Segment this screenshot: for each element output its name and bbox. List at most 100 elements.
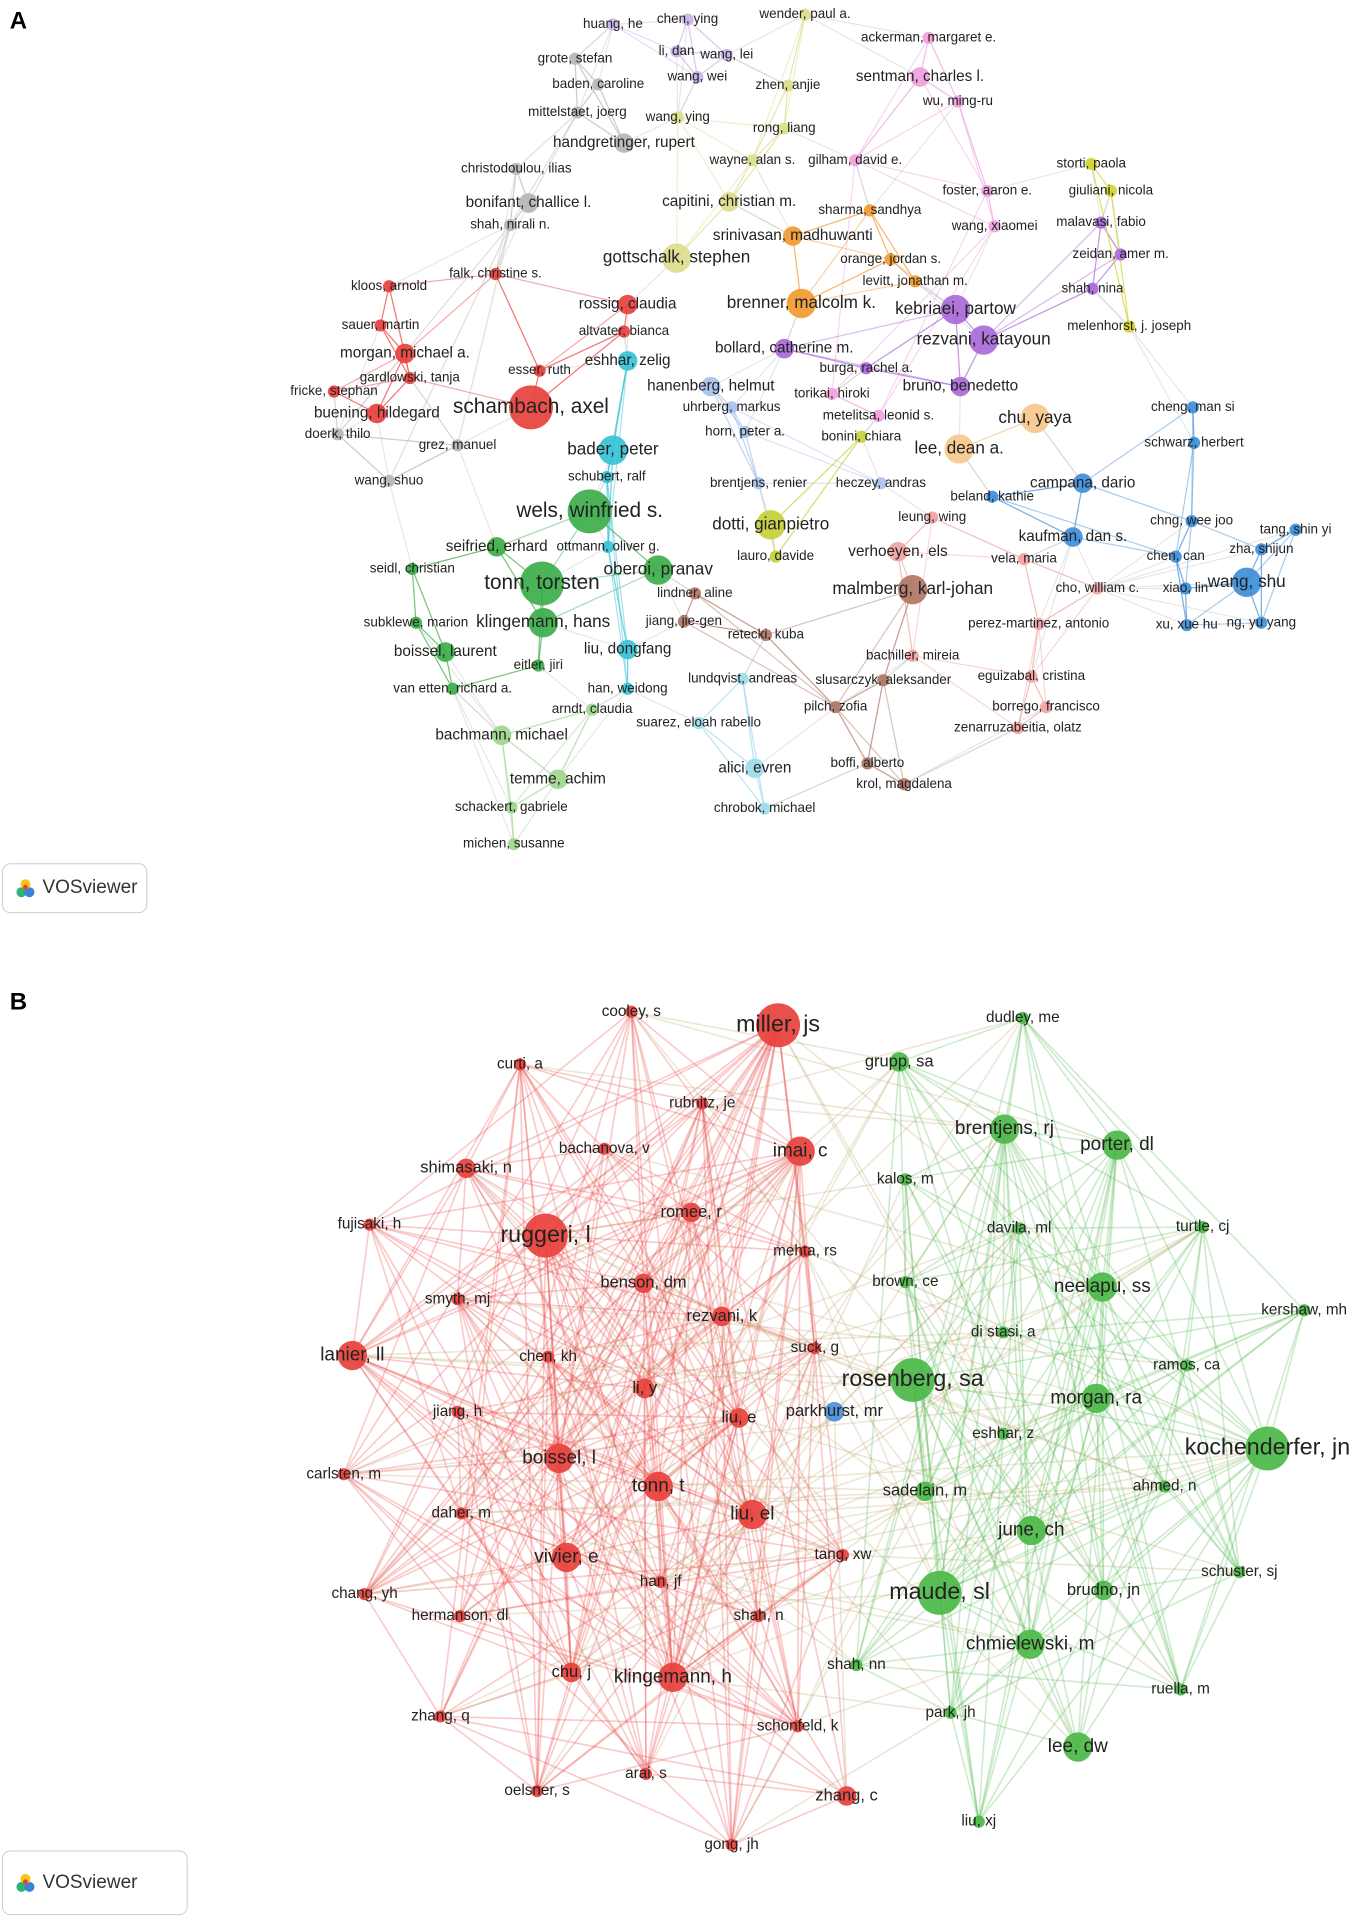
edge xyxy=(1021,1017,1105,1591)
edge xyxy=(904,1179,1182,1690)
edge xyxy=(835,706,868,764)
edge xyxy=(978,1448,1269,1823)
node xyxy=(446,682,459,695)
edge xyxy=(604,1148,1103,1288)
edge xyxy=(1101,1226,1204,1288)
edge xyxy=(566,1513,753,1559)
edge xyxy=(1030,536,1074,677)
edge xyxy=(797,1643,1031,1728)
edge xyxy=(643,1103,704,1389)
edge xyxy=(698,722,766,810)
node xyxy=(746,154,759,167)
node xyxy=(836,1786,857,1806)
edge xyxy=(565,1485,659,1559)
node-label: malmberg, karl-johan xyxy=(832,579,993,598)
edge xyxy=(644,1226,1203,1390)
node-label: xu, xue hu xyxy=(1156,617,1218,632)
edge xyxy=(565,1150,801,1558)
edge xyxy=(1038,623,1047,708)
edge xyxy=(831,393,879,417)
node-label: lanier, ll xyxy=(320,1345,384,1366)
edge xyxy=(343,1473,733,1846)
edge xyxy=(547,1148,606,1357)
edge xyxy=(869,210,892,260)
edge xyxy=(343,1417,740,1476)
node xyxy=(877,674,890,687)
node-label: turtle, cj xyxy=(1176,1218,1230,1235)
node-label: neelapu, ss xyxy=(1054,1276,1151,1297)
edge xyxy=(751,1411,836,1516)
edge xyxy=(519,1064,646,1389)
node xyxy=(530,1784,544,1798)
edge xyxy=(904,1128,1006,1283)
edge xyxy=(672,1179,907,1678)
node xyxy=(568,52,582,65)
node xyxy=(491,725,512,746)
edge xyxy=(869,101,959,211)
node xyxy=(1063,527,1083,547)
edge xyxy=(728,201,794,237)
edge xyxy=(866,680,884,764)
edge xyxy=(702,1102,1005,1131)
edge xyxy=(459,1064,521,1617)
edge xyxy=(677,19,689,118)
node-label: hanenberg, helmut xyxy=(647,378,775,395)
node xyxy=(850,1658,863,1672)
edge xyxy=(379,325,411,379)
edge xyxy=(659,1150,801,1583)
edge xyxy=(1184,588,1188,626)
edge xyxy=(368,1224,459,1413)
node xyxy=(824,1402,845,1422)
edge xyxy=(439,1513,753,1718)
edge xyxy=(1022,1017,1118,1146)
edge xyxy=(877,190,988,417)
edge xyxy=(501,734,559,780)
edge xyxy=(494,202,530,275)
node-label: rossig, claudia xyxy=(579,296,677,313)
edge xyxy=(1022,1017,1305,1311)
edge xyxy=(388,273,496,287)
edge xyxy=(744,431,882,484)
logo-icon xyxy=(16,887,27,898)
edge xyxy=(519,1064,538,1792)
edge xyxy=(574,58,579,113)
node xyxy=(1094,216,1108,229)
edge xyxy=(460,1250,806,1515)
node xyxy=(1179,582,1192,595)
edge xyxy=(642,1283,799,1727)
node-label: beland, kathie xyxy=(950,488,1034,503)
edge xyxy=(898,1061,1020,1229)
edge xyxy=(603,1148,816,1349)
edge xyxy=(612,23,677,52)
edge xyxy=(751,85,789,161)
edge xyxy=(645,1411,836,1775)
node-label: porter, dl xyxy=(1080,1134,1154,1155)
edge xyxy=(1100,222,1122,255)
edge xyxy=(351,1024,779,1357)
logo-box xyxy=(1,863,148,914)
edge xyxy=(1095,1309,1305,1400)
edge xyxy=(1092,254,1122,290)
edge xyxy=(543,622,628,651)
edge xyxy=(698,678,744,724)
edge xyxy=(465,1167,799,1727)
edge xyxy=(645,1417,740,1775)
edge xyxy=(351,1354,799,1727)
node xyxy=(781,79,795,92)
node-label: parkhurst, mr xyxy=(786,1402,884,1420)
edge xyxy=(1038,587,1098,625)
edge xyxy=(565,1251,806,1558)
edge xyxy=(1097,529,1296,590)
edge xyxy=(1030,1286,1104,1531)
edge xyxy=(912,1144,1118,1381)
edge xyxy=(363,1593,442,1717)
edge xyxy=(1090,163,1102,223)
node-label: eguizabal, cristina xyxy=(978,668,1086,683)
edge xyxy=(855,1226,1204,1666)
node-label: levitt, jonathan m. xyxy=(862,273,967,288)
node xyxy=(625,1005,638,1018)
edge xyxy=(513,778,559,845)
node-label: srinivasan, madhuwanti xyxy=(713,227,873,244)
edge xyxy=(744,348,785,433)
edge xyxy=(457,1150,801,1301)
